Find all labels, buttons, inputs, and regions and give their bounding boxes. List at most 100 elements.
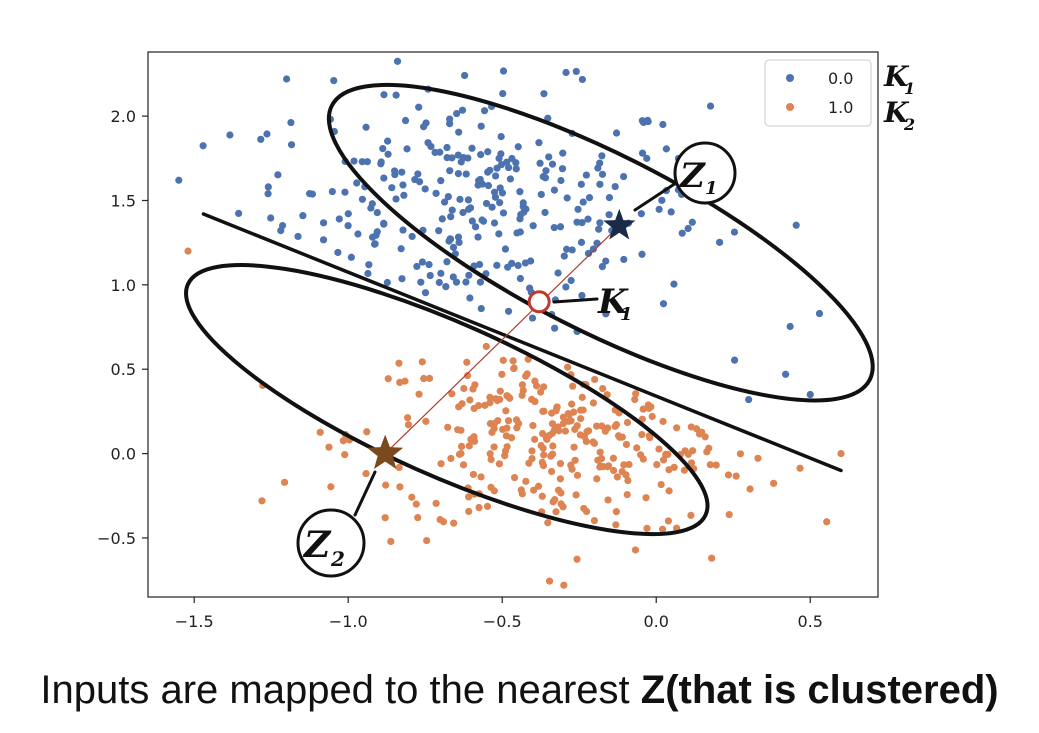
legend-note-k1-sub: 1 [904,79,915,98]
scatter-point-series-0 [554,269,562,277]
scatter-point-series-0 [637,210,645,218]
scatter-point-series-1 [530,486,538,494]
scatter-point-series-1 [457,426,465,434]
scatter-point-series-1 [510,473,519,482]
scatter-point-series-1 [450,519,458,527]
scatter-point-series-0 [619,172,628,181]
legend-swatch-1 [786,103,794,111]
scatter-point-series-1 [567,461,575,469]
k1-sub: 1 [620,304,633,325]
scatter-point-series-0 [408,232,416,241]
scatter-point-series-1 [339,437,347,445]
scatter-point-series-0 [466,294,474,302]
scatter-point-series-0 [499,67,508,75]
scatter-point-series-0 [413,262,421,271]
scatter-point-series-0 [319,236,328,244]
scatter-point-series-1 [565,417,573,425]
ellipse-upper [326,82,875,403]
scatter-point-series-0 [598,262,606,271]
scatter-point-series-1 [770,479,778,487]
scatter-point-series-0 [499,209,508,217]
scatter-point-series-1 [540,383,548,391]
scatter-point-series-1 [573,555,581,563]
scatter-point-series-1 [507,434,516,442]
scatter-point-series-0 [362,123,370,131]
scatter-point-series-0 [453,109,461,118]
scatter-point-series-1 [647,403,655,411]
scatter-point-series-0 [490,219,499,227]
scatter-point-series-0 [443,143,451,152]
scatter-point-series-0 [488,203,496,211]
scatter-point-series-0 [380,91,388,99]
scatter-point-series-0 [392,195,400,203]
scatter-point-series-0 [560,252,568,260]
scatter-point-series-1 [622,440,631,449]
z2-label: Z 2 [296,508,366,578]
scatter-point-series-0 [380,174,388,182]
scatter-point-series-0 [688,218,696,226]
scatter-point-series-0 [432,189,440,197]
scatter-point-series-0 [287,118,295,127]
scatter-point-series-1 [578,393,586,401]
scatter-point-series-0 [716,238,724,246]
scatter-point-series-0 [449,273,457,281]
scatter-point-series-0 [422,119,430,127]
scatter-point-series-0 [482,199,491,208]
scatter-point-series-0 [414,170,422,178]
scatter-point-series-1 [495,460,504,468]
scatter-point-series-0 [678,229,686,237]
scatter-point-series-1 [564,363,572,371]
scatter-point-series-1 [708,554,716,562]
scatter-point-series-1 [518,490,526,498]
scatter-point-series-1 [464,493,473,501]
scatter-point-series-0 [563,245,571,253]
scatter-point-series-0 [443,153,451,162]
scatter-point-series-0 [577,180,585,188]
z1-z2-connector [384,225,620,455]
scatter-point-series-1 [387,537,395,546]
scatter-point-series-0 [435,278,443,287]
scatter-point-series-1 [589,399,598,407]
scatter-point-series-1 [539,444,547,452]
scatter-point-series-0 [442,283,450,291]
scatter-point-series-1 [415,390,423,398]
scatter-point-series-0 [454,169,462,178]
scatter-point-series-1 [448,390,456,398]
scatter-point-series-1 [510,364,518,373]
scatter-point-series-1 [618,433,626,441]
scatter-point-series-0 [383,278,391,287]
scatter-point-series-0 [574,205,582,213]
scatter-point-series-0 [358,195,367,203]
scatter-point-series-0 [484,148,492,156]
scatter-point-series-1 [498,370,506,378]
plot-frame [147,51,879,598]
scatter-point-series-1 [532,382,541,390]
scatter-point-series-1 [620,461,628,469]
scatter-point-series-1 [467,435,475,443]
scatter-point-series-1 [492,395,500,403]
z1-pointer-line [633,181,678,212]
scatter-point-series-1 [639,405,647,413]
scatter-point-series-0 [391,170,399,179]
scatter-point-series-1 [432,499,440,507]
x-tick-label: −1.5 [175,612,214,631]
scatter-point-series-0 [426,271,434,280]
scatter-point-series-1 [623,490,631,499]
scatter-point-series-1 [618,467,626,476]
scatter-point-series-0 [421,289,430,297]
scatter-point-series-1 [504,417,513,425]
scatter-point-series-1 [665,487,673,495]
scatter-point-series-0 [287,141,296,149]
z1-letter: Z [678,156,706,196]
scatter-point-series-1 [577,406,585,414]
scatter-point-series-1 [486,393,494,401]
scatter-point-series-0 [353,179,361,187]
scatter-point-series-1 [490,487,498,495]
scatter-point-series-1 [447,454,455,463]
scatter-point-series-0 [548,160,557,168]
scatter-point-series-1 [612,421,621,429]
scatter-point-series-1 [540,451,548,459]
scatter-point-series-1 [316,428,324,436]
scatter-point-series-1 [258,497,266,505]
